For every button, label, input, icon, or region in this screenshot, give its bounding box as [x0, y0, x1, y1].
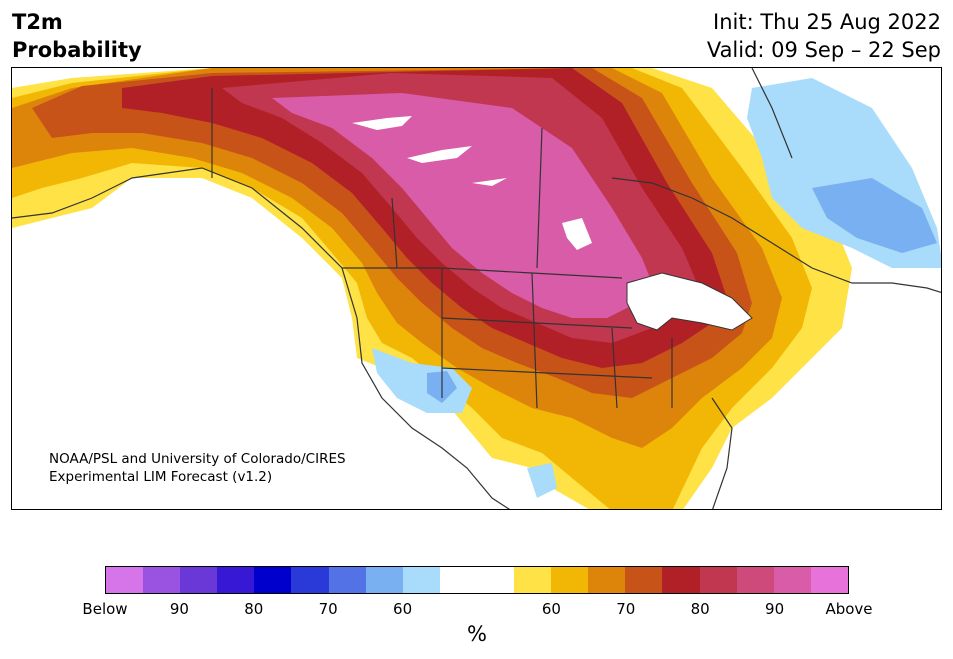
colorbar-segment: [106, 567, 144, 593]
colorbar-segment: [180, 567, 218, 593]
colorbar-tick-label: Above: [825, 600, 873, 618]
colorbar-unit: %: [467, 622, 487, 646]
date-info: Init: Thu 25 Aug 2022 Valid: 09 Sep – 22…: [707, 8, 941, 64]
colorbar-tick-label: 80: [690, 600, 710, 618]
lake-canada-4: [472, 178, 507, 186]
colorbar-segment: [402, 567, 440, 593]
colorbar-segment: [291, 567, 329, 593]
colorbar-segment: [143, 567, 181, 593]
colorbar-tick-label: 70: [616, 600, 636, 618]
colorbar-segment: [551, 567, 589, 593]
title-subtitle: Probability: [12, 38, 142, 62]
init-date: Init: Thu 25 Aug 2022: [713, 10, 941, 34]
valid-dates: Valid: 09 Sep – 22 Sep: [706, 38, 941, 62]
colorbar-tick-label: 70: [318, 600, 338, 618]
lake-canada-3: [562, 218, 592, 250]
credit-line-1: NOAA/PSL and University of Colorado/CIRE…: [49, 451, 346, 467]
colorbar-tick-label: 90: [169, 600, 189, 618]
colorbar-tick-label: 90: [765, 600, 785, 618]
title-variable: T2m: [12, 10, 63, 34]
colorbar-segment: [514, 567, 552, 593]
colorbar-segment: [699, 567, 737, 593]
credit-line-2: Experimental LIM Forecast (v1.2): [49, 469, 273, 485]
country-borders: [12, 68, 941, 509]
prob-below-northeast-60: [812, 178, 937, 253]
colorbar-tick-label: Below: [82, 600, 128, 618]
prob-band-90: [272, 93, 652, 318]
colorbar-segment: [773, 567, 811, 593]
colorbar-segment: [254, 567, 292, 593]
lake-canada-2: [407, 146, 472, 163]
colorbar-segment: [439, 567, 477, 593]
map-title: T2m Probability: [12, 8, 142, 64]
forecast-credit: NOAA/PSL and University of Colorado/CIRE…: [49, 450, 346, 486]
colorbar-segment: [476, 567, 515, 593]
map-svg: [12, 68, 941, 509]
colorbar-segment: [217, 567, 255, 593]
colorbar-tick-label: 80: [244, 600, 264, 618]
colorbar-segment: [625, 567, 663, 593]
colorbar-segment: [736, 567, 774, 593]
colorbar-tick-label: 60: [393, 600, 413, 618]
colorbar-segment: [662, 567, 700, 593]
colorbar-tick-label: 60: [541, 600, 561, 618]
colorbar-segment: [365, 567, 403, 593]
colorbar: [105, 566, 849, 594]
colorbar-segment: [588, 567, 626, 593]
colorbar-segment: [810, 567, 848, 593]
prob-below-mexico: [527, 463, 557, 498]
forecast-map: [11, 67, 942, 510]
colorbar-segment: [328, 567, 366, 593]
lake-canada-1: [352, 116, 412, 130]
great-lakes: [626, 272, 753, 331]
